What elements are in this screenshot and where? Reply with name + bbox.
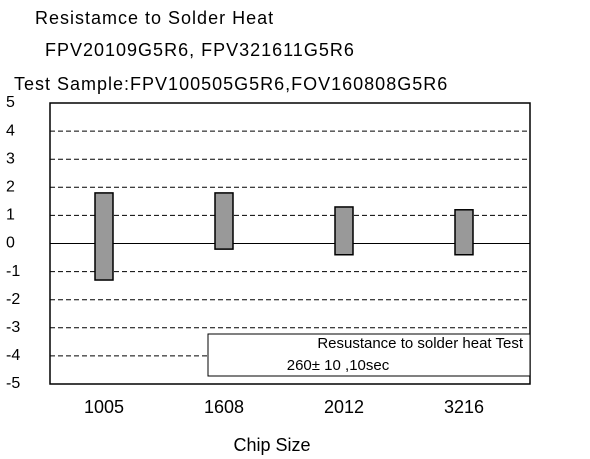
- x-tick-label: 1608: [204, 397, 244, 417]
- y-tick-label: -3: [6, 319, 20, 336]
- y-tick-label: 4: [6, 122, 15, 139]
- y-tick-label: -2: [6, 291, 20, 308]
- y-tick-label: -4: [6, 347, 20, 364]
- x-axis-label: Chip Size: [233, 435, 310, 455]
- chart-subtitle: FPV20109G5R6, FPV321611G5R6: [45, 40, 355, 60]
- y-tick-label: 5: [6, 94, 15, 111]
- y-tick-label: 1: [6, 207, 15, 224]
- y-tick-label: 2: [6, 179, 15, 196]
- bar: [454, 209, 474, 256]
- y-tick-label: -5: [6, 375, 20, 392]
- x-tick-label: 2012: [324, 397, 364, 417]
- bar: [334, 206, 354, 256]
- annotation: Resustance to solder heat Test: [317, 335, 524, 352]
- x-tick-label: 3216: [444, 397, 484, 417]
- y-tick-label: 3: [6, 150, 15, 167]
- plot-frame: [49, 102, 531, 385]
- x-tick-label: 1005: [84, 397, 124, 417]
- chart-title: Resistamce to Solder Heat: [35, 8, 274, 28]
- chart-subtitle: Test Sample:FPV100505G5R6,FOV160808G5R6: [14, 74, 448, 94]
- bar: [94, 192, 114, 281]
- annotation-box: [207, 333, 531, 377]
- annotation: 260± 10 ,10sec: [287, 357, 390, 374]
- bar: [214, 192, 234, 250]
- y-tick-label: 0: [6, 235, 15, 252]
- y-tick-label: -1: [6, 263, 20, 280]
